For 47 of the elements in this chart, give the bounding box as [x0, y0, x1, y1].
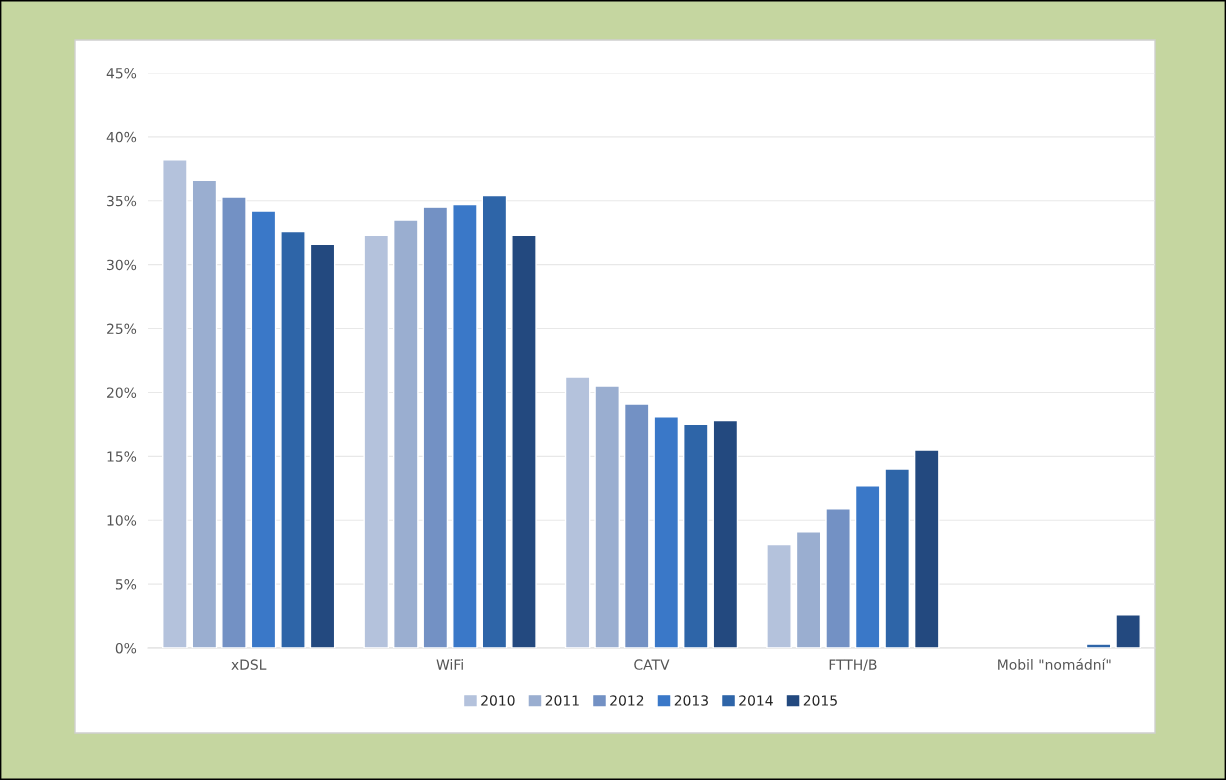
bar: [392, 219, 419, 648]
bar: [884, 468, 911, 648]
bar: [162, 159, 188, 648]
x-tick-label: FTTH/B: [829, 659, 877, 671]
y-tick-label: 10%: [107, 515, 137, 526]
legend-label: 2011: [545, 695, 579, 706]
bar: [221, 196, 247, 648]
y-tick-label: 25%: [107, 323, 137, 335]
x-tick-label: WiFi: [436, 659, 463, 670]
bar: [623, 403, 650, 648]
y-tick-label: 20%: [107, 387, 137, 398]
y-tick-label: 5%: [115, 579, 137, 590]
legend-label: 2012: [610, 695, 644, 706]
bar: [653, 416, 680, 648]
bar: [422, 206, 449, 648]
x-tick-label: CATV: [634, 659, 670, 670]
legend-label: 2010: [481, 695, 515, 706]
legend-label: 2014: [739, 695, 773, 706]
x-tick-label: xDSL: [231, 659, 267, 670]
legend-label: 2015: [803, 695, 837, 706]
bar: [825, 508, 851, 648]
y-tick-label: 15%: [107, 451, 137, 462]
y-tick-label: 40%: [106, 131, 137, 143]
bar: [363, 234, 390, 648]
bar: [766, 543, 792, 648]
bar: [481, 194, 508, 648]
bar: [309, 243, 336, 648]
bar: [594, 385, 620, 648]
bar: [1085, 643, 1112, 648]
bar: [1115, 614, 1141, 648]
legend-label: 2013: [674, 695, 708, 706]
x-tick-label: Mobil "nomádní": [998, 658, 1111, 670]
y-tick-label: 35%: [107, 195, 137, 207]
y-tick-label: 45%: [106, 67, 137, 79]
bar: [452, 203, 478, 648]
bar: [683, 423, 709, 648]
y-tick-label: 30%: [107, 259, 137, 271]
bar: [250, 210, 277, 648]
bar: [712, 419, 739, 648]
bar: [564, 376, 591, 648]
bar: [854, 485, 881, 648]
bar: [913, 449, 940, 648]
bar: [795, 531, 822, 648]
bar: [280, 230, 306, 648]
y-tick-label: 0%: [115, 642, 137, 654]
bar: [191, 179, 218, 648]
bar: [511, 234, 537, 648]
